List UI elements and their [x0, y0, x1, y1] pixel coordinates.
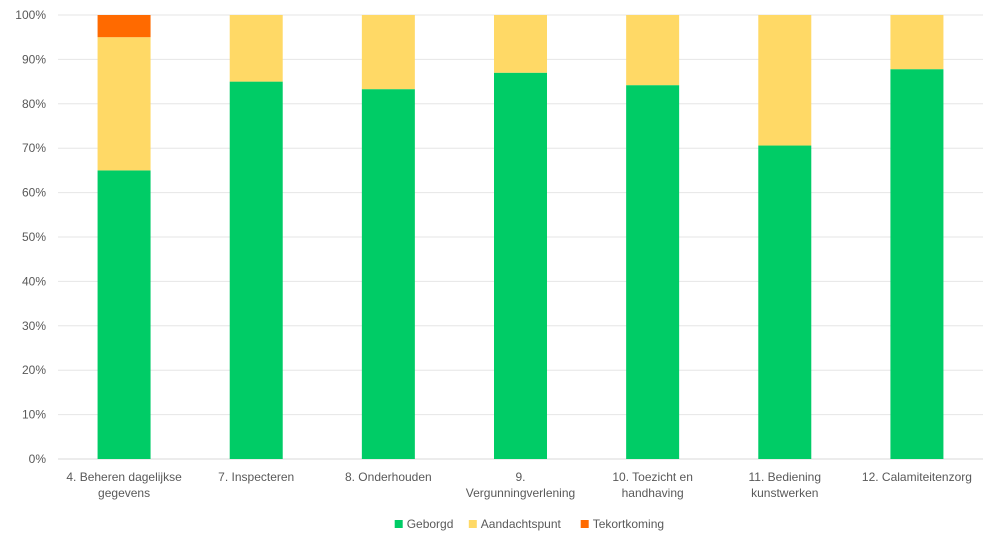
x-tick-label: 11. Bediening kunstwerken: [749, 470, 822, 500]
legend-swatch: [580, 520, 589, 528]
bar-segment-aandachtspunt: [229, 15, 283, 82]
x-tick-label: 9. Vergunningverlening: [466, 470, 575, 500]
bar-segment-aandachtspunt: [361, 15, 415, 90]
bar-segment-aandachtspunt: [97, 37, 151, 171]
y-tick-label: 80%: [22, 97, 46, 111]
bars: [97, 15, 944, 459]
bar-segment-geborgd: [890, 69, 944, 459]
y-tick-label: 10%: [22, 408, 46, 422]
x-tick-label: 8. Onderhouden: [345, 470, 432, 484]
y-tick-label: 50%: [22, 230, 46, 244]
x-tick-label: 4. Beheren dagelijkse gegevens: [66, 470, 182, 500]
y-tick-label: 20%: [22, 363, 46, 377]
legend-label: Aandachtspunt: [481, 517, 562, 531]
y-tick-label: 40%: [22, 274, 46, 288]
bar-segment-geborgd: [494, 72, 547, 459]
legend-swatch: [394, 520, 403, 528]
bar-segment-geborgd: [758, 145, 812, 459]
y-tick-label: 70%: [22, 141, 46, 155]
x-tick-label: 10. Toezicht en handhaving: [612, 470, 693, 500]
legend-swatch: [468, 520, 477, 528]
y-tick-label: 90%: [22, 52, 46, 66]
y-tick-label: 100%: [15, 8, 46, 22]
legend-label: Geborgd: [407, 517, 454, 531]
bar-segment-geborgd: [97, 170, 151, 459]
legend: Geborgd Aandachtspunt Tekortkoming: [394, 517, 664, 531]
bar-segment-geborgd: [229, 81, 283, 459]
y-tick-label: 30%: [22, 319, 46, 333]
x-tick-label: 7. Inspecteren: [218, 470, 294, 484]
x-axis-labels: 4. Beheren dagelijkse gegevens 7. Inspecte…: [66, 470, 972, 500]
y-tick-label: 60%: [22, 186, 46, 200]
bar-segment-geborgd: [626, 85, 680, 459]
bar-segment-aandachtspunt: [626, 15, 680, 86]
bar-segment-aandachtspunt: [494, 15, 547, 73]
bar-segment-tekortkoming: [97, 15, 151, 38]
bar-segment-aandachtspunt: [758, 15, 812, 146]
bar-segment-geborgd: [361, 89, 415, 459]
legend-label: Tekortkoming: [593, 517, 664, 531]
y-tick-label: 0%: [29, 452, 47, 466]
y-axis-ticks: 0% 10% 20% 30% 40% 50% 60% 70% 80% 90% 100%: [15, 8, 46, 466]
x-tick-label: 12. Calamiteitenzorg: [862, 470, 972, 484]
bar-segment-aandachtspunt: [890, 15, 944, 70]
